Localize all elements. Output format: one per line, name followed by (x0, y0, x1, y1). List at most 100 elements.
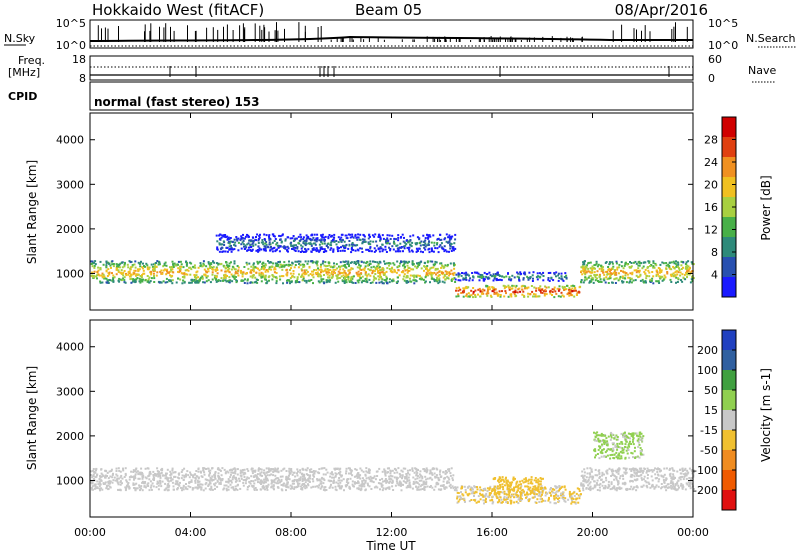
heatmap-cell (214, 274, 216, 277)
heatmap-cell (91, 274, 93, 277)
heatmap-cell (359, 268, 362, 271)
heatmap-cell (258, 272, 261, 275)
heatmap-cell (408, 266, 411, 269)
heatmap-cell (276, 262, 278, 265)
heatmap-cell (352, 236, 355, 239)
heatmap-cell (588, 482, 591, 485)
heatmap-cell (416, 468, 419, 471)
heatmap-cell (351, 483, 354, 486)
heatmap-cell (220, 277, 223, 280)
heatmap-cell (95, 469, 97, 472)
heatmap-cell (320, 480, 323, 483)
heatmap-cell (340, 240, 343, 243)
heatmap-cell (121, 272, 124, 275)
heatmap-cell (153, 269, 156, 272)
heatmap-cell (230, 246, 233, 249)
heatmap-cell (332, 240, 335, 243)
heatmap-cell (155, 265, 158, 268)
heatmap-cell (262, 261, 265, 264)
heatmap-cell (317, 267, 319, 270)
heatmap-cell (117, 488, 119, 491)
heatmap-cell (426, 234, 429, 237)
heatmap-cell (622, 467, 625, 470)
heatmap-cell (279, 238, 282, 241)
heatmap-cell (194, 486, 197, 489)
heatmap-cell (633, 269, 636, 272)
heatmap-cell (94, 471, 96, 474)
heatmap-cell (507, 284, 510, 287)
heatmap-cell (190, 479, 193, 482)
heatmap-cell (556, 494, 559, 497)
heatmap-cell (589, 467, 592, 470)
heatmap-cell (153, 275, 155, 277)
heatmap-cell (193, 473, 196, 476)
heatmap-cell (302, 485, 305, 488)
heatmap-cell (440, 475, 443, 478)
heatmap-cell (518, 287, 521, 290)
heatmap-cell (629, 272, 632, 275)
heatmap-cell (443, 265, 446, 268)
heatmap-cell (107, 482, 110, 484)
heatmap-cell (349, 467, 351, 470)
heatmap-cell (331, 266, 334, 269)
heatmap-cell (293, 249, 296, 252)
heatmap-cell (455, 273, 458, 276)
heatmap-cell (223, 244, 226, 246)
heatmap-cell (632, 261, 635, 264)
heatmap-cell (229, 237, 232, 239)
heatmap-cell (378, 281, 381, 284)
heatmap-cell (374, 261, 377, 263)
heatmap-cell (669, 278, 672, 281)
heatmap-cell (230, 250, 233, 253)
heatmap-cell (147, 482, 150, 485)
heatmap-cell (272, 470, 275, 473)
heatmap-cell (307, 274, 310, 277)
heatmap-cell (218, 468, 220, 471)
heatmap-cell (611, 470, 613, 473)
heatmap-cell (233, 268, 236, 271)
heatmap-cell (687, 269, 690, 272)
heatmap-cell (237, 241, 240, 244)
heatmap-cell (674, 484, 677, 487)
heatmap-cell (364, 473, 367, 476)
nave-label: Nave (748, 64, 776, 77)
heatmap-cell (419, 470, 422, 473)
heatmap-cell (264, 270, 267, 273)
heatmap-cell (270, 245, 272, 248)
heatmap-cell (331, 270, 333, 273)
heatmap-cell (510, 293, 513, 296)
heatmap-cell (609, 277, 612, 280)
heatmap-cell (574, 289, 577, 292)
heatmap-cell (201, 483, 204, 486)
heatmap-cell (257, 245, 260, 248)
heatmap-cell (479, 273, 482, 276)
heatmap-cell (454, 486, 457, 489)
heatmap-cell (399, 481, 402, 484)
heatmap-cell (363, 269, 366, 272)
heatmap-cell (587, 276, 590, 279)
heatmap-cell (643, 468, 646, 470)
heatmap-cell (395, 244, 398, 247)
heatmap-cell (112, 280, 115, 283)
heatmap-cell (338, 265, 340, 268)
heatmap-cell (99, 489, 101, 492)
heatmap-cell (195, 276, 198, 279)
heatmap-cell (337, 270, 340, 273)
heatmap-cell (357, 236, 360, 239)
heatmap-cell (97, 483, 100, 486)
heatmap-cell (174, 471, 176, 474)
heatmap-cell (610, 481, 613, 484)
heatmap-cell (345, 274, 348, 277)
heatmap-cell (457, 289, 460, 292)
heatmap-cell (247, 242, 250, 245)
heatmap-cell (216, 479, 219, 482)
heatmap-cell (333, 236, 336, 239)
heatmap-cell (312, 276, 315, 279)
heatmap-cell (635, 472, 638, 475)
heatmap-cell (660, 483, 663, 485)
heatmap-cell (598, 489, 601, 492)
heatmap-cell (608, 467, 611, 470)
heatmap-cell (557, 272, 560, 275)
heatmap-cell (235, 479, 238, 482)
heatmap-cell (404, 477, 407, 480)
